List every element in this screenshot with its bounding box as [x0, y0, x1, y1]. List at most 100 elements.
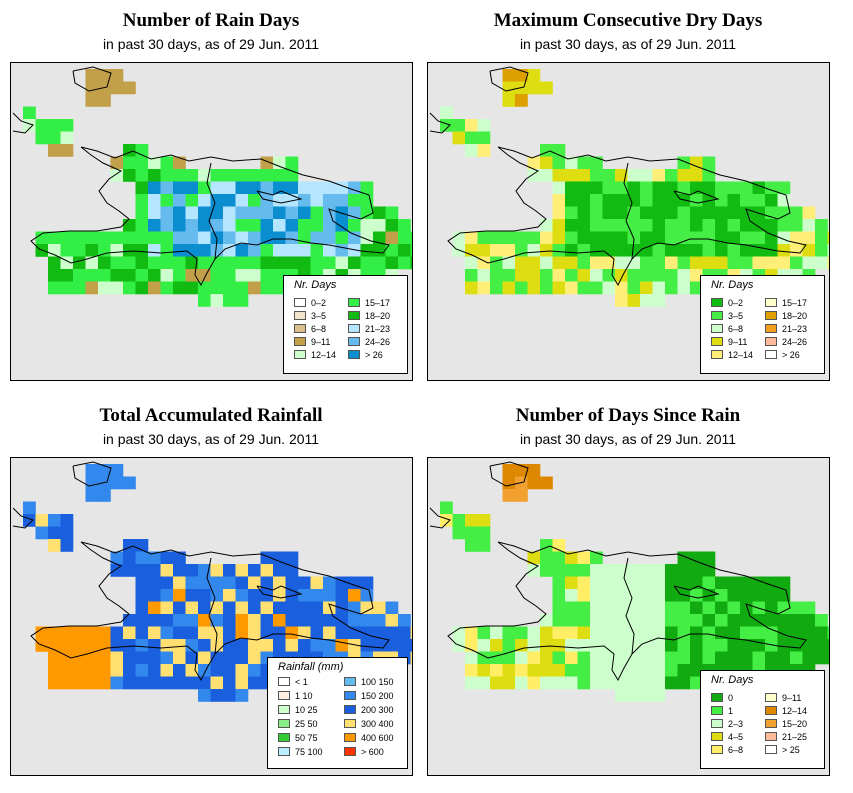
grid-cell	[740, 206, 753, 220]
grid-cell	[35, 514, 49, 527]
grid-cell	[410, 244, 412, 257]
grid-cell	[765, 626, 778, 640]
grid-cell	[160, 281, 174, 295]
grid-cell	[148, 169, 161, 182]
country-border	[206, 557, 218, 655]
grid-cell	[602, 194, 616, 207]
grid-cell	[123, 81, 136, 95]
grid-cell	[48, 651, 61, 665]
tortuga-island-outline	[72, 461, 112, 487]
grid-cell	[640, 181, 653, 195]
grid-cell	[552, 281, 566, 295]
legend-swatch	[765, 311, 777, 320]
grid-cell	[185, 181, 199, 195]
grid-cell	[477, 119, 491, 132]
grid-cell	[565, 551, 578, 565]
grid-cell	[85, 94, 99, 107]
grid-cell	[173, 281, 186, 295]
grid-cell	[273, 244, 286, 257]
grid-cell	[273, 601, 286, 615]
grid-cell	[502, 244, 516, 257]
grid-cell	[827, 244, 829, 257]
grid-cell	[123, 539, 136, 552]
grid-cell	[565, 194, 578, 207]
grid-cell	[677, 269, 691, 282]
grid-cell	[198, 626, 211, 640]
grid-cell	[210, 576, 224, 590]
grid-cell	[210, 256, 224, 270]
grid-cell	[552, 651, 566, 665]
legend-swatch	[344, 677, 356, 686]
grid-cell	[752, 194, 766, 207]
grid-cell	[602, 244, 616, 257]
grid-cell	[652, 219, 666, 232]
grid-cell	[335, 589, 349, 602]
grid-cell	[85, 651, 99, 665]
grid-cell	[398, 219, 411, 232]
grid-cell	[765, 244, 778, 257]
grid-cell	[110, 244, 124, 257]
grid-cell	[210, 589, 224, 602]
grid-cell	[148, 651, 161, 665]
grid-cell	[690, 564, 703, 577]
grid-cell	[665, 676, 678, 690]
grid-cell	[185, 244, 199, 257]
grid-cell	[552, 614, 566, 627]
grid-cell	[73, 639, 86, 652]
grid-cell	[652, 689, 666, 702]
legend-swatch	[348, 337, 360, 346]
grid-cell	[477, 281, 491, 295]
grid-cell	[310, 244, 324, 257]
grid-cell	[602, 281, 616, 295]
grid-cell	[385, 614, 399, 627]
grid-cell	[552, 181, 566, 195]
grid-cell	[465, 119, 478, 132]
grid-cell	[677, 576, 691, 590]
grid-cell	[590, 169, 603, 182]
grid-cell	[398, 626, 411, 640]
grid-cell	[123, 551, 136, 565]
grid-cell	[527, 281, 541, 295]
grid-cell	[627, 676, 641, 690]
grid-cell	[790, 244, 803, 257]
grid-cell	[740, 589, 753, 602]
grid-cell	[640, 689, 653, 702]
grid-cell	[348, 244, 361, 257]
grid-cell	[527, 81, 541, 95]
grid-cell	[665, 219, 678, 232]
grid-cell	[148, 614, 161, 627]
grid-cell	[48, 131, 61, 145]
grid-cell	[652, 651, 666, 665]
grid-cell	[627, 614, 641, 627]
grid-cell	[502, 281, 516, 295]
grid-cell	[60, 626, 74, 640]
grid-cell	[827, 651, 829, 665]
grid-cell	[248, 219, 261, 232]
grid-cell	[210, 601, 224, 615]
grid-cell	[565, 244, 578, 257]
grid-cell	[323, 206, 336, 220]
grid-cell	[740, 639, 753, 652]
grid-cell	[477, 664, 491, 677]
panel-subtitle: in past 30 days, as of 29 Jun. 2011	[102, 36, 320, 52]
grid-cell	[602, 564, 616, 577]
grid-cell	[185, 589, 199, 602]
grid-cell	[235, 639, 249, 652]
grid-cell	[235, 244, 249, 257]
grid-cell	[123, 664, 136, 677]
grid-cell	[260, 269, 274, 282]
grid-cell	[85, 639, 99, 652]
grid-cell	[752, 651, 766, 665]
legend-label: > 26	[365, 350, 383, 360]
grid-cell	[477, 626, 491, 640]
grid-cell	[210, 281, 224, 295]
grid-cell	[248, 194, 261, 207]
grid-cell	[640, 269, 653, 282]
grid-cell	[110, 281, 124, 295]
grid-cell	[48, 231, 61, 245]
grid-cell	[577, 156, 591, 170]
grid-cell	[198, 219, 211, 232]
grid-cell	[223, 169, 236, 182]
grid-cell	[360, 589, 374, 602]
grid-cell	[235, 676, 249, 690]
